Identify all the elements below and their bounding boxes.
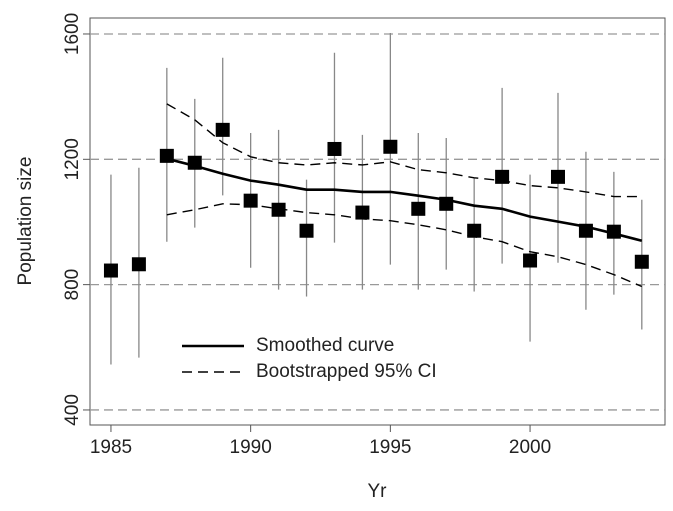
curve (166, 203, 643, 288)
data-point (578, 223, 593, 238)
plot-frame (89, 17, 666, 426)
data-point (550, 169, 565, 184)
y-tick-label: 1600 (62, 13, 83, 55)
data-point (271, 202, 286, 217)
x-tick-label: 1990 (230, 437, 272, 458)
data-point (495, 169, 510, 184)
data-point (439, 196, 454, 211)
data-point (299, 223, 314, 238)
curve (166, 157, 643, 243)
x-tick-label: 1985 (90, 437, 132, 458)
y-tick-label: 400 (62, 394, 83, 426)
data-point (634, 254, 649, 269)
data-point (131, 257, 146, 272)
data-point (383, 139, 398, 154)
data-point (523, 253, 538, 268)
data-point (215, 122, 230, 137)
data-point (327, 141, 342, 156)
x-tick-label: 2000 (509, 437, 551, 458)
x-tick-label: 1995 (369, 437, 411, 458)
y-tick-label: 800 (62, 269, 83, 301)
data-point (103, 263, 118, 278)
y-axis-label: Population size (15, 157, 36, 286)
data-point (355, 205, 370, 220)
data-point (606, 224, 621, 239)
legend-label: Bootstrapped 95% CI (256, 361, 437, 382)
legend-label: Smoothed curve (256, 335, 394, 356)
y-tick-label: 1200 (62, 138, 83, 180)
data-point (467, 223, 482, 238)
curve (166, 103, 642, 198)
x-axis-label: Yr (368, 481, 388, 502)
data-point (159, 148, 174, 163)
data-point (411, 201, 426, 216)
data-point (187, 155, 202, 170)
data-point (243, 193, 258, 208)
